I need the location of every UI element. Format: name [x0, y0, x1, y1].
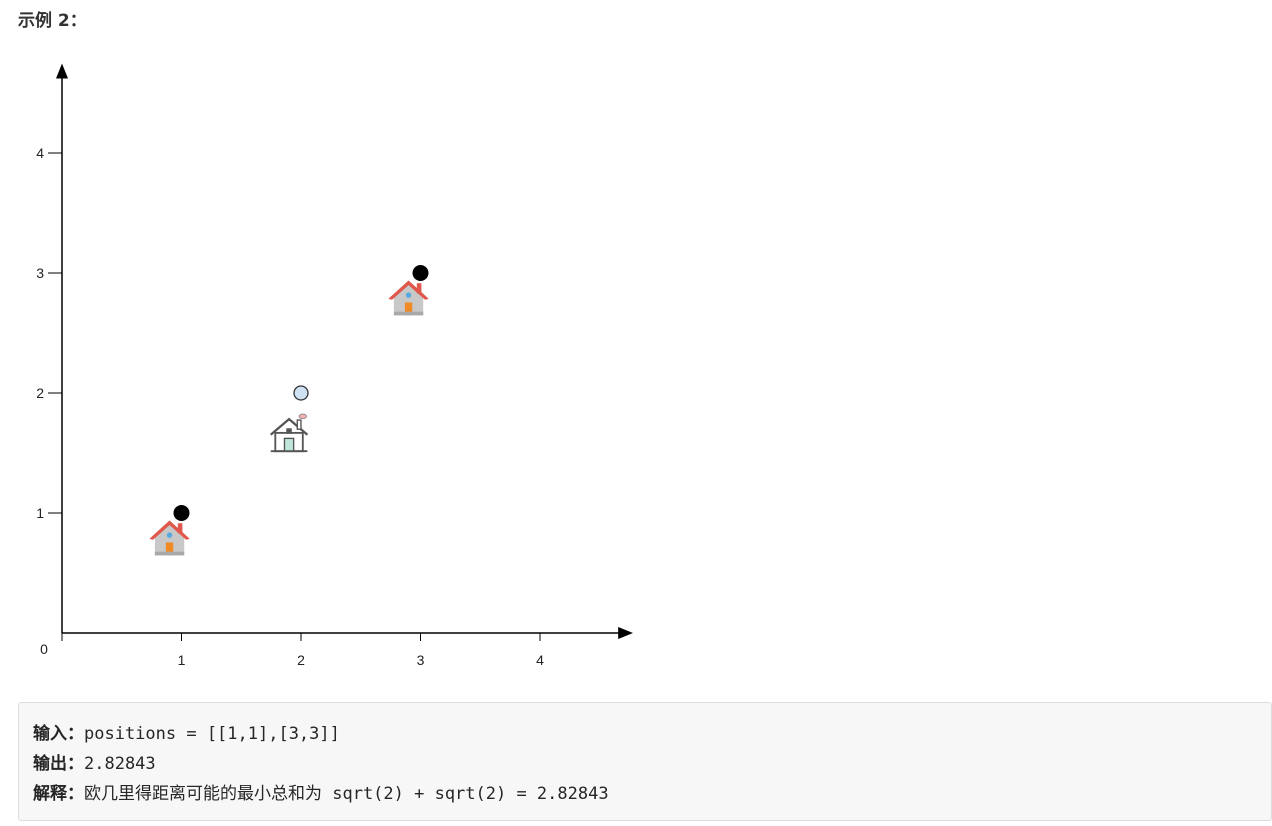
explanation-line: 解释：欧几里得距离可能的最小总和为 sqrt(2) + sqrt(2) = 2.…: [33, 779, 1257, 809]
data-point: [173, 505, 190, 521]
output-value: 2.82843: [84, 754, 156, 774]
data-point: [412, 265, 429, 281]
x-tick-label: 1: [178, 652, 186, 668]
chart-icons: [149, 280, 429, 556]
house-icon: [388, 280, 429, 316]
chart-axes: [56, 63, 634, 639]
service-center-icon: [269, 412, 309, 453]
input-label: 输入：: [33, 724, 84, 744]
y-tick-label: 4: [36, 145, 44, 161]
output-line: 输出：2.82843: [33, 749, 1257, 779]
example-code-block: 输入：positions = [[1,1],[3,3]] 输出：2.82843 …: [18, 702, 1272, 821]
y-tick-label: 2: [36, 385, 44, 401]
y-tick-label: 1: [36, 505, 44, 521]
explanation-formula: sqrt(2) + sqrt(2) = 2.82843: [322, 784, 609, 804]
explanation-label: 解释：: [33, 784, 84, 804]
chart-marks: [173, 265, 429, 521]
data-point-center: [293, 385, 309, 401]
example-heading: 示例 2：: [18, 11, 87, 31]
scatter-chart: 1 2 3 4 0 1 2 3 4: [36, 63, 634, 668]
y-tick-label: 3: [36, 265, 44, 281]
chart-ticks: 1 2 3 4 0 1 2 3 4: [36, 145, 544, 668]
x-tick-label: 3: [417, 652, 425, 668]
explanation-text: 欧几里得距离可能的最小总和为: [84, 784, 322, 804]
output-label: 输出：: [33, 754, 84, 774]
y-tick-label: 0: [40, 641, 48, 657]
input-line: 输入：positions = [[1,1],[3,3]]: [33, 719, 1257, 749]
x-tick-label: 2: [297, 652, 305, 668]
house-icon: [149, 520, 190, 556]
x-tick-label: 4: [536, 652, 544, 668]
input-value: positions = [[1,1],[3,3]]: [84, 724, 340, 744]
